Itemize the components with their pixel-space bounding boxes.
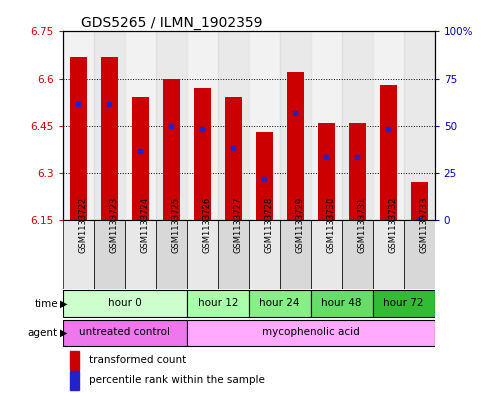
Text: GSM1133722: GSM1133722 [78,197,87,253]
Bar [132,97,149,220]
Bar [218,220,249,289]
Bar [404,220,435,289]
Bar [373,290,435,317]
Bar [411,182,428,220]
Bar [156,220,187,289]
Bar [194,88,211,220]
Bar [311,290,373,317]
Text: GSM1133725: GSM1133725 [171,197,180,253]
Bar [249,290,311,317]
Bar [94,220,125,289]
Bar [311,31,342,220]
Bar [101,57,118,220]
Bar [287,72,304,220]
Bar [311,220,342,289]
Text: GSM1133726: GSM1133726 [202,197,211,253]
Text: GSM1133729: GSM1133729 [295,197,304,253]
Bar [342,220,373,289]
Bar [187,290,249,317]
Bar [218,31,249,220]
Bar [280,220,311,289]
Text: GSM1133733: GSM1133733 [419,197,428,253]
Bar [373,220,404,289]
Bar [125,220,156,289]
Bar [163,79,180,220]
Text: ▶: ▶ [60,328,68,338]
Bar [70,57,87,220]
Bar [380,85,397,220]
Bar [187,31,218,220]
Text: hour 72: hour 72 [384,298,424,308]
Bar [404,31,435,220]
Bar [373,31,404,220]
Bar [156,31,187,220]
Text: GSM1133730: GSM1133730 [326,197,335,253]
Bar [94,31,125,220]
Bar [256,132,273,220]
Text: GSM1133728: GSM1133728 [264,197,273,253]
Text: agent: agent [28,328,58,338]
Bar [342,31,373,220]
Bar [63,220,94,289]
Bar [349,123,366,220]
Bar [249,220,280,289]
Bar [63,31,94,220]
Bar [187,320,435,346]
Text: time: time [34,299,58,309]
Bar [70,371,79,389]
Text: hour 0: hour 0 [108,298,142,308]
Text: GDS5265 / ILMN_1902359: GDS5265 / ILMN_1902359 [81,17,263,30]
Text: hour 24: hour 24 [259,298,300,308]
Bar [187,220,218,289]
Text: transformed count: transformed count [89,355,186,365]
Text: hour 48: hour 48 [322,298,362,308]
Text: GSM1133727: GSM1133727 [233,197,242,253]
Bar [70,351,79,370]
Bar [63,320,187,346]
Text: untreated control: untreated control [79,327,170,338]
Text: GSM1133724: GSM1133724 [140,197,149,253]
Bar [63,290,187,317]
Text: percentile rank within the sample: percentile rank within the sample [89,375,265,386]
Bar [280,31,311,220]
Text: GSM1133731: GSM1133731 [357,197,366,253]
Text: GSM1133723: GSM1133723 [109,197,118,253]
Bar [249,31,280,220]
Bar [318,123,335,220]
Text: ▶: ▶ [60,299,68,309]
Text: hour 12: hour 12 [198,298,238,308]
Bar [225,97,242,220]
Text: mycophenolic acid: mycophenolic acid [262,327,360,338]
Bar [125,31,156,220]
Text: GSM1133732: GSM1133732 [388,197,397,253]
